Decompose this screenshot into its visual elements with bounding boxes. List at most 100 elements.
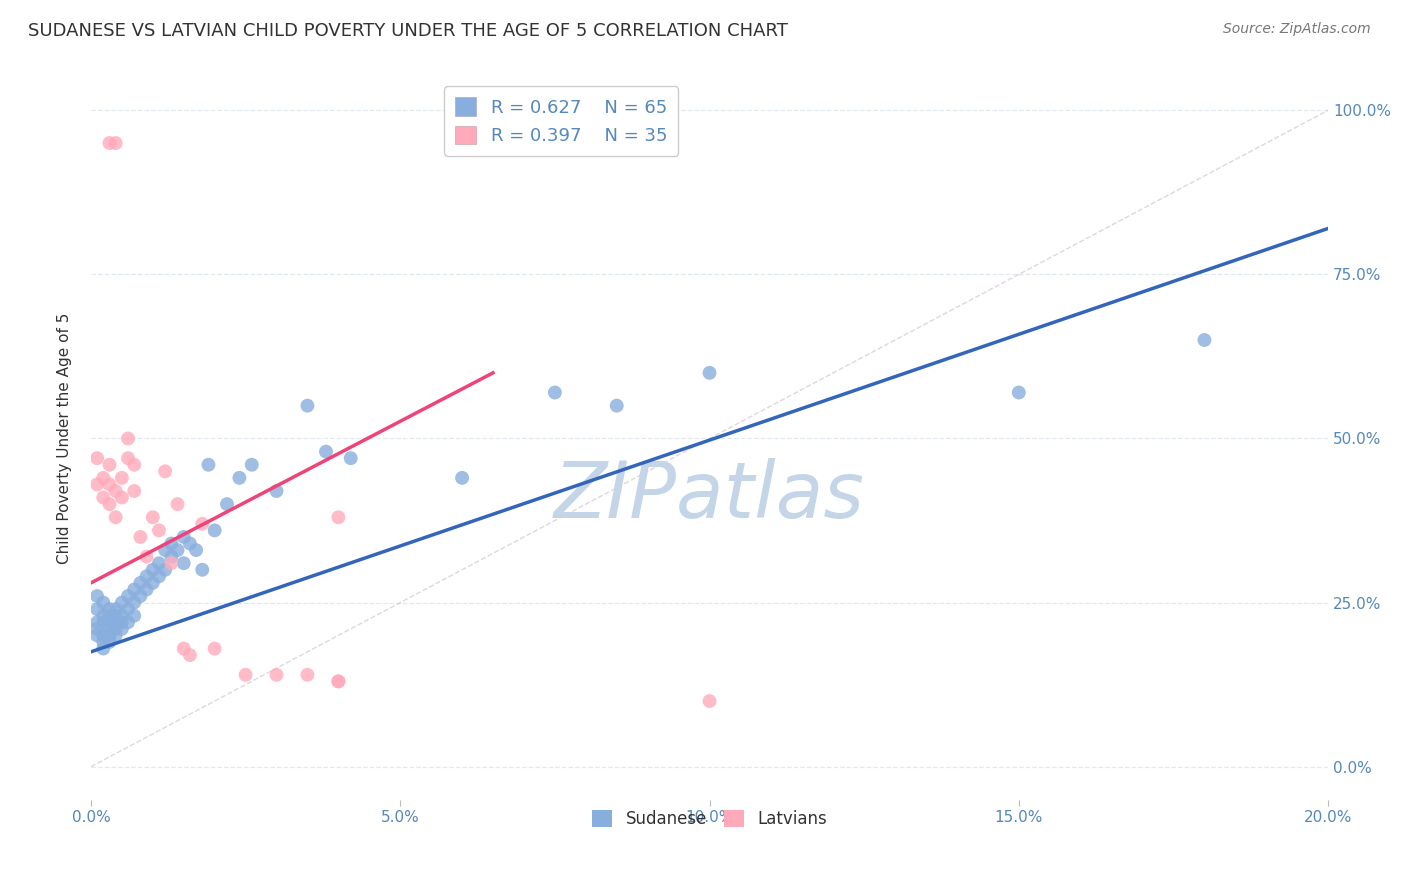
Point [98, 497, 121, 511]
Point [91, 641, 114, 656]
Point [266, 668, 288, 682]
Point [235, 668, 257, 682]
Legend: Sudanese, Latvians: Sudanese, Latvians [586, 803, 834, 835]
Point [117, 432, 139, 446]
Point [117, 615, 139, 630]
Point [111, 615, 134, 630]
Point [98, 136, 121, 150]
Point [111, 622, 134, 636]
Point [129, 589, 152, 603]
Point [228, 471, 250, 485]
Point [98, 628, 121, 642]
Point [91, 596, 114, 610]
Point [297, 399, 319, 413]
Point [98, 608, 121, 623]
Point [166, 543, 188, 558]
Point [148, 524, 170, 538]
Point [135, 569, 157, 583]
Text: Source: ZipAtlas.com: Source: ZipAtlas.com [1223, 22, 1371, 37]
Point [153, 563, 176, 577]
Point [98, 615, 121, 630]
Text: SUDANESE VS LATVIAN CHILD POVERTY UNDER THE AGE OF 5 CORRELATION CHART: SUDANESE VS LATVIAN CHILD POVERTY UNDER … [28, 22, 787, 40]
Point [160, 556, 183, 570]
Point [111, 471, 134, 485]
Point [86, 615, 108, 630]
Point [160, 536, 183, 550]
Point [86, 602, 108, 616]
Point [339, 451, 361, 466]
Point [135, 549, 157, 564]
Point [166, 497, 188, 511]
Point [184, 543, 207, 558]
Point [142, 510, 165, 524]
Point [98, 477, 121, 491]
Point [191, 563, 214, 577]
Point [91, 628, 114, 642]
Point [104, 615, 127, 630]
Point [122, 596, 145, 610]
Point [98, 622, 121, 636]
Point [86, 477, 108, 491]
Point [315, 444, 337, 458]
Point [153, 543, 176, 558]
Point [135, 582, 157, 597]
Point [451, 471, 474, 485]
Point [1008, 385, 1031, 400]
Y-axis label: Child Poverty Under the Age of 5: Child Poverty Under the Age of 5 [58, 313, 72, 564]
Point [142, 575, 165, 590]
Point [91, 471, 114, 485]
Point [328, 674, 350, 689]
Point [153, 464, 176, 478]
Point [699, 694, 721, 708]
Point [328, 674, 350, 689]
Point [160, 549, 183, 564]
Point [148, 569, 170, 583]
Point [1194, 333, 1216, 347]
Point [328, 510, 350, 524]
Point [104, 483, 127, 498]
Point [98, 635, 121, 649]
Point [111, 491, 134, 505]
Point [91, 615, 114, 630]
Point [111, 608, 134, 623]
Point [91, 608, 114, 623]
Point [197, 458, 219, 472]
Point [179, 648, 201, 662]
Point [148, 556, 170, 570]
Point [104, 510, 127, 524]
Text: ZIPatlas: ZIPatlas [554, 458, 865, 534]
Point [699, 366, 721, 380]
Point [104, 602, 127, 616]
Point [104, 608, 127, 623]
Point [129, 575, 152, 590]
Point [544, 385, 567, 400]
Point [142, 563, 165, 577]
Point [111, 596, 134, 610]
Point [86, 451, 108, 466]
Point [122, 582, 145, 597]
Point [129, 530, 152, 544]
Point [86, 628, 108, 642]
Point [86, 589, 108, 603]
Point [122, 608, 145, 623]
Point [215, 497, 238, 511]
Point [104, 136, 127, 150]
Point [204, 524, 226, 538]
Point [98, 458, 121, 472]
Point [606, 399, 628, 413]
Point [204, 641, 226, 656]
Point [91, 491, 114, 505]
Point [191, 516, 214, 531]
Point [173, 641, 195, 656]
Point [117, 589, 139, 603]
Point [122, 458, 145, 472]
Point [179, 536, 201, 550]
Point [117, 602, 139, 616]
Point [117, 451, 139, 466]
Point [173, 530, 195, 544]
Point [104, 622, 127, 636]
Point [98, 602, 121, 616]
Point [104, 628, 127, 642]
Point [297, 668, 319, 682]
Point [173, 556, 195, 570]
